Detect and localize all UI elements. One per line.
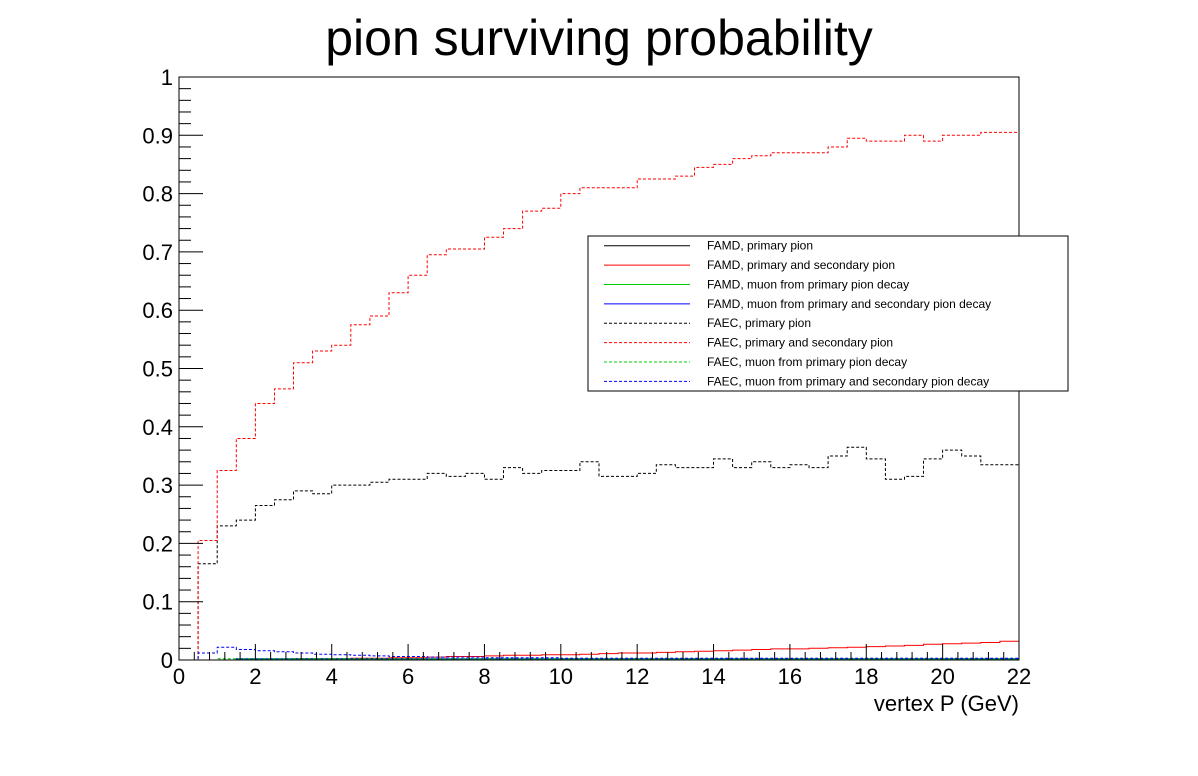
- series-line-5: [179, 131, 1019, 661]
- axes: 00.10.20.30.40.50.60.70.80.910 2 4 6 8 10 12 14…: [142, 65, 1031, 689]
- x-tick-label: 20: [930, 664, 954, 689]
- legend: FAMD, primary pion FAMD, primary and seco…: [587, 235, 1069, 392]
- x-tick-label: 12: [625, 664, 649, 689]
- x-tick-label: 14: [701, 664, 725, 689]
- x-tick-label: 18: [854, 664, 878, 689]
- series-line-1: [179, 640, 1019, 661]
- legend-entry-label: FAEC, primary and secondary pion: [707, 336, 893, 350]
- y-tick-label: 0.6: [142, 298, 173, 323]
- legend-entry-label: FAEC, muon from primary and secondary pi…: [707, 374, 989, 388]
- x-tick-label: 4: [326, 664, 338, 689]
- series-line-7: [179, 646, 1019, 661]
- legend-entry-label: FAMD, muon from primary pion decay: [707, 277, 909, 291]
- legend-box: [587, 235, 1069, 392]
- legend-entry-label: FAMD, primary and secondary pion: [707, 258, 895, 272]
- y-tick-label: 1: [161, 65, 173, 90]
- y-tick-label: 0.4: [142, 415, 173, 440]
- legend-entry-label: FAEC, muon from primary pion decay: [707, 355, 907, 369]
- plot-area: [179, 131, 1019, 661]
- y-tick-label: 0.7: [142, 240, 173, 265]
- legend-entry-label: FAEC, primary pion: [707, 316, 811, 330]
- x-axis-label: vertex P (GeV): [874, 691, 1019, 716]
- y-tick-label: 0: [161, 648, 173, 673]
- x-tick-label: 22: [1007, 664, 1031, 689]
- legend-entry-label: FAMD, muon from primary and secondary pi…: [707, 297, 991, 311]
- x-tick-label: 0: [173, 664, 185, 689]
- x-tick-label: 6: [402, 664, 414, 689]
- y-tick-label: 0.9: [142, 123, 173, 148]
- x-tick-label: 16: [778, 664, 802, 689]
- series-line-6: [179, 658, 1019, 661]
- x-tick-label: 8: [478, 664, 490, 689]
- x-tick-label: 2: [249, 664, 261, 689]
- y-tick-label: 0.2: [142, 531, 173, 556]
- legend-entry-label: FAMD, primary pion: [707, 239, 813, 253]
- y-tick-label: 0.8: [142, 182, 173, 207]
- y-tick-label: 0.3: [142, 473, 173, 498]
- series-line-2: [179, 658, 1019, 661]
- y-tick-label: 0.1: [142, 590, 173, 615]
- x-tick-label: 10: [549, 664, 573, 689]
- series-line-4: [179, 446, 1019, 661]
- y-tick-label: 0.5: [142, 357, 173, 382]
- chart-title: pion surviving probability: [325, 10, 873, 66]
